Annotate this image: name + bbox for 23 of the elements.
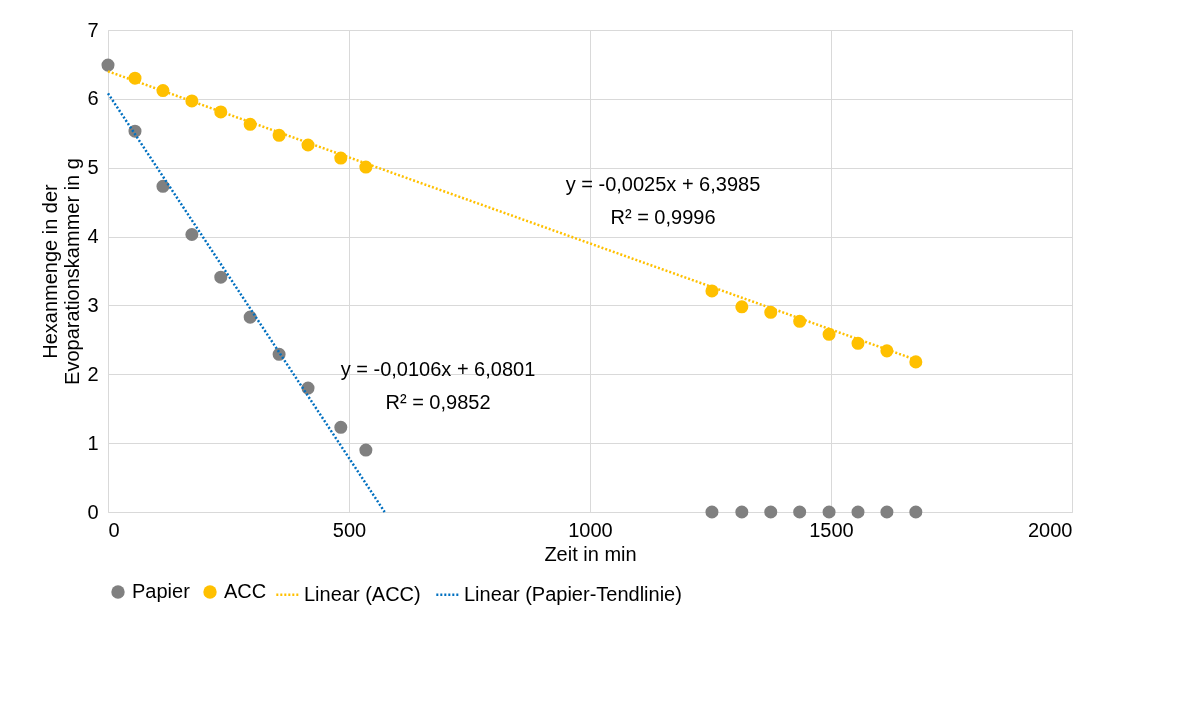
x-tick-label: 500 [332,518,367,541]
y-tick-label: 5 [87,156,99,179]
legend-label: Papier [132,580,191,602]
y-tick-label: 2 [87,362,99,385]
y-tick-label: 4 [87,225,99,248]
y-tick-label: 0 [87,500,99,523]
x-tick-label: 1500 [809,518,854,541]
x-axis-title: Zeit in min [544,542,637,565]
y-axis-title: Hexanmenge in der Evoparationskammer in g [39,158,84,385]
x-tick-label: 0 [108,518,120,541]
y-tick-label: 1 [87,431,99,454]
annotation: y = -0,0106x + 6,0801 [340,358,536,380]
annotation: R² = 0,9996 [610,206,716,228]
legend-label: ACC [224,580,267,602]
y-tick-label: 3 [87,293,99,316]
x-tick-label: 1000 [568,518,613,541]
annotation: R² = 0,9852 [385,391,491,413]
legend-label: Linear (ACC) [304,582,421,605]
x-tick-label: 2000 [1028,518,1073,541]
y-tick-label: 6 [87,87,99,110]
annotation: y = -0,0025x + 6,3985 [565,173,761,195]
legend-label: Linear (Papier-Tendlinie) [464,582,682,605]
y-tick-label: 7 [87,18,99,41]
